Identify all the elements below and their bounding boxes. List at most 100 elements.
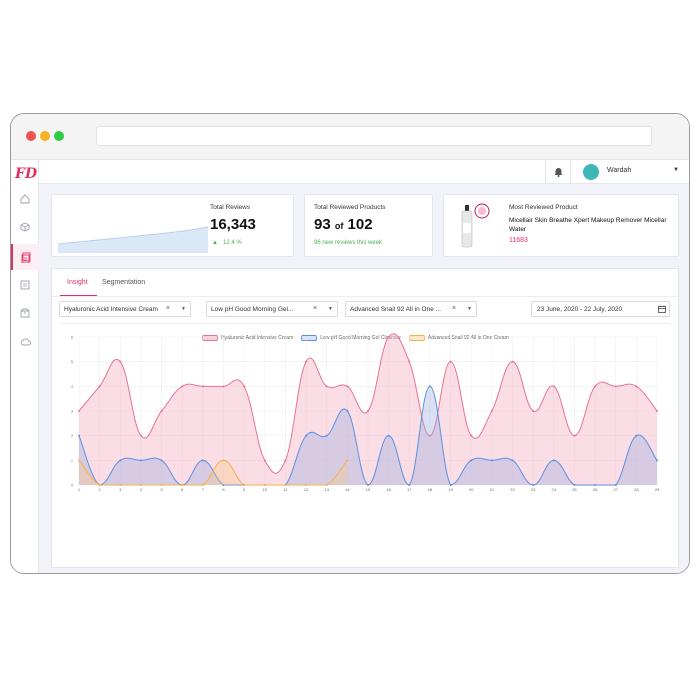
data-point [346,459,349,462]
clear-icon[interactable]: × [166,305,171,312]
x-tick-label: 8 [222,487,225,492]
date-range-value: 23 June, 2020 - 22 July, 2020 [537,306,623,313]
data-point [201,484,204,486]
x-tick-label: 5 [160,487,163,492]
sidebar: FD [11,160,39,573]
y-tick-label: 3 [71,410,73,414]
calendar-icon[interactable] [658,305,666,313]
data-point [119,360,122,363]
most-reviewed-count: 11683 [509,237,528,244]
data-point [263,484,266,486]
reviewed-count: 93 [314,216,331,233]
x-tick-label: 19 [448,487,453,492]
legend-label: Low pH Good Morning Gel Cleanser [320,335,401,341]
data-point [78,459,80,462]
x-tick-label: 15 [366,487,371,492]
y-tick-label: 2 [71,434,73,438]
legend-item[interactable]: Hyaluronic Acid Intensive Cream [202,335,293,341]
product-select-1-value: Hyaluronic Acid Intensive Cream [64,306,158,313]
x-tick-label: 23 [531,487,536,492]
y-tick-label: 6 [71,336,73,340]
data-point [511,459,514,462]
x-tick-label: 14 [345,487,350,492]
data-point [367,484,369,486]
data-point [263,459,266,462]
legend-item[interactable]: Low pH Good Morning Gel Cleanser [301,335,401,341]
chevron-down-icon[interactable]: ▼ [467,306,472,312]
chevron-down-icon[interactable]: ▼ [673,167,679,173]
cube-icon[interactable] [11,216,39,238]
data-point [635,434,638,437]
data-point [284,459,287,462]
total-reviews-label: Total Reviews [210,204,251,211]
product-select-2[interactable]: Low pH Good Morning Gel... × ▼ [206,301,338,317]
insight-panel: Insight Segmentation Hyaluronic Acid Int… [51,268,680,568]
tab-segmentation[interactable]: Segmentation [102,279,146,286]
data-point [387,336,390,338]
total-reviews-change: 12.4 % [223,240,242,246]
total-reviews-card: Total Reviews 16,343 ▲ 12.4 % [51,194,294,257]
series-line [78,459,348,486]
most-reviewed-product[interactable]: Micellair Skin Breathe Xpert Makeup Remo… [509,217,667,233]
series-area [79,333,657,485]
date-range-picker[interactable]: 23 June, 2020 - 22 July, 2020 [531,301,670,317]
home-icon[interactable] [11,188,39,210]
data-point [428,434,431,437]
data-point [119,484,122,486]
tab-insight[interactable]: Insight [67,279,88,286]
data-point [243,385,246,388]
data-point [139,484,142,486]
data-point [181,385,184,388]
clear-icon[interactable]: × [313,305,318,312]
x-tick-label: 29 [655,487,660,492]
avatar[interactable] [583,164,599,180]
x-tick-label: 22 [510,487,515,492]
legend-swatch [202,335,218,341]
data-point [449,360,452,363]
close-dot[interactable] [26,131,36,141]
data-point [160,459,163,462]
data-point [552,385,555,388]
data-point [305,484,308,486]
data-point [98,385,101,388]
data-point [614,385,617,388]
browser-window: FD Wardah [10,113,690,574]
product-image [461,203,490,248]
cloud-icon[interactable] [11,330,39,352]
chevron-down-icon[interactable]: ▼ [328,306,333,312]
data-point [119,459,122,462]
legend-swatch [301,335,318,341]
clear-icon[interactable]: × [452,305,457,312]
data-point [511,360,514,363]
app: FD Wardah [11,160,689,573]
chevron-down-icon[interactable]: ▼ [181,306,186,312]
data-point [573,484,576,486]
filter-divider [59,323,670,324]
x-tick-label: 4 [140,487,143,492]
box-icon[interactable] [11,302,39,324]
x-tick-label: 6 [181,487,184,492]
maximize-dot[interactable] [54,131,64,141]
series-line [78,385,658,486]
product-select-1[interactable]: Hyaluronic Acid Intensive Cream × ▼ [59,301,191,317]
data-point [201,459,204,462]
reviews-sparkline [58,226,208,253]
x-tick-label: 2 [99,487,102,492]
x-tick-label: 17 [407,487,412,492]
x-tick-label: 13 [324,487,329,492]
product-select-3[interactable]: Advanced Snail 92 All in One ... × ▼ [345,301,477,317]
reviews-icon[interactable] [11,244,39,270]
x-tick-label: 7 [202,487,205,492]
most-reviewed-label: Most Reviewed Product [509,204,578,211]
data-point [594,385,597,388]
bell-icon[interactable] [545,160,571,184]
data-point [325,484,328,486]
minimize-dot[interactable] [40,131,50,141]
legend-label: Hyaluronic Acid Intensive Cream [221,335,294,341]
address-bar[interactable] [96,126,652,146]
list-icon[interactable] [11,274,39,296]
user-name[interactable]: Wardah [607,167,632,174]
data-point [222,385,225,388]
series-area [79,460,348,485]
data-point [532,484,535,486]
